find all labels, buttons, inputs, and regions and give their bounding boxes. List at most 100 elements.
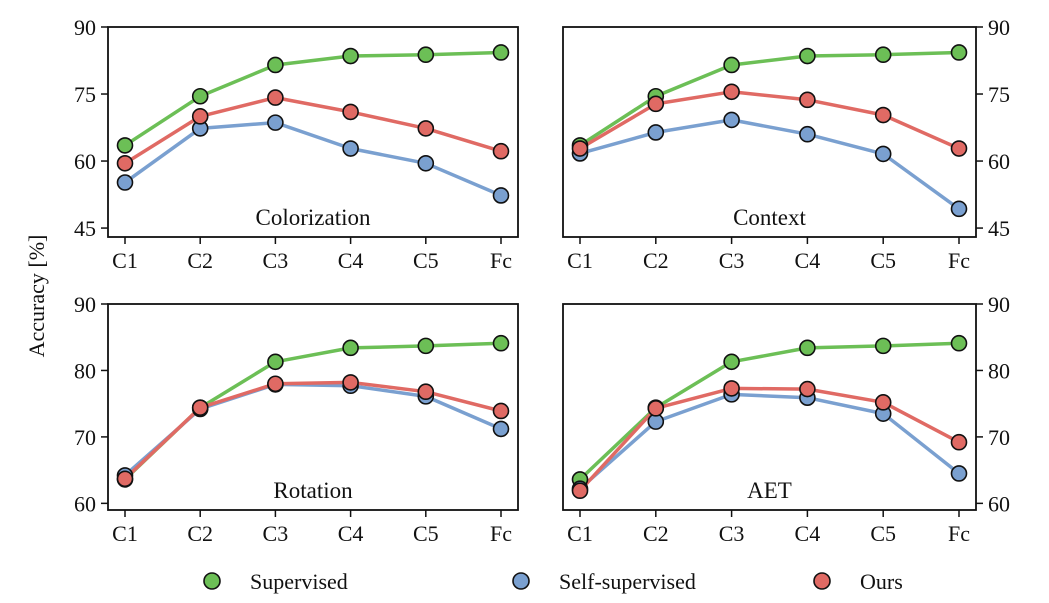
x-tick-label: C4: [338, 248, 364, 273]
point-supervised: [417, 46, 435, 64]
series-line-supervised: [123, 341, 502, 481]
point-supervised: [874, 46, 892, 64]
point-ours: [799, 91, 816, 109]
point-ours: [417, 383, 435, 401]
x-tick-label: C3: [719, 521, 745, 546]
point-ours: [723, 380, 740, 397]
x-tick-label: Fc: [948, 248, 970, 273]
panel-rotation: C1 C2 C3 C4 C5 Fc 60 70 80 90 Rotation: [74, 292, 519, 546]
y-tick-label: 45: [74, 216, 96, 241]
panel-title: AET: [747, 478, 792, 503]
series-line-ours: [578, 386, 960, 492]
point-ours: [799, 380, 816, 398]
y-tick-label: 75: [74, 82, 96, 107]
y-tick-label: 90: [74, 292, 96, 317]
plot-frame: [562, 303, 977, 511]
x-tick-label: C5: [870, 248, 896, 273]
point-ours: [267, 89, 284, 106]
panel-title: Context: [733, 205, 806, 230]
legend-marker: [813, 572, 831, 590]
x-tick-label: C4: [795, 248, 821, 273]
point-ours: [950, 140, 968, 157]
y-tick-label: 80: [988, 358, 1010, 383]
x-tick-label: Fc: [490, 248, 512, 273]
panel-title: Colorization: [256, 205, 371, 230]
y-tick-label: 60: [988, 149, 1010, 174]
x-tick-label: C4: [338, 521, 364, 546]
x-tick-label: C5: [870, 521, 896, 546]
series-line-ours: [579, 90, 960, 151]
y-tick-label: 90: [988, 15, 1010, 40]
point-self-supervised: [799, 125, 816, 143]
point-ours: [492, 402, 510, 420]
x-tick-label: C2: [187, 248, 213, 273]
plot-frame: [107, 303, 519, 511]
point-ours: [417, 120, 435, 137]
x-tick-label: C3: [263, 248, 289, 273]
point-ours: [874, 394, 892, 411]
x-tick-label: C2: [643, 521, 669, 546]
y-tick-label: 70: [74, 425, 96, 450]
point-supervised: [492, 334, 510, 352]
panel-title: Rotation: [273, 478, 353, 503]
series-line-ours: [124, 95, 502, 165]
point-supervised: [874, 337, 892, 355]
point-supervised: [950, 44, 968, 61]
point-ours: [647, 400, 665, 417]
x-tick-label: Fc: [948, 521, 970, 546]
y-tick-label: 45: [988, 216, 1010, 241]
panels: C1 C2 C3 C4 C5 Fc 45 60 75 90 Colorization C1 C2 C3 C4…: [74, 15, 1010, 546]
legend-item-self-supervised: Self-supervised: [512, 569, 696, 594]
point-supervised: [267, 56, 284, 74]
point-ours: [342, 374, 359, 391]
y-tick-label: 90: [74, 15, 96, 40]
x-tick-label: C1: [112, 521, 138, 546]
point-ours: [571, 140, 589, 157]
plot-frame: [562, 26, 977, 238]
point-self-supervised: [417, 154, 435, 172]
point-supervised: [417, 337, 435, 355]
x-tick-label: C1: [567, 248, 593, 273]
point-ours: [191, 108, 209, 125]
point-self-supervised: [874, 145, 892, 163]
series-line-supervised: [579, 50, 960, 147]
point-ours: [116, 154, 134, 172]
y-tick-label: 90: [988, 292, 1010, 317]
point-ours: [571, 482, 589, 500]
point-ours: [342, 103, 359, 121]
y-tick-label: 60: [74, 491, 96, 516]
point-supervised: [191, 87, 209, 105]
legend-label: Ours: [860, 569, 903, 594]
series-line-self-supervised: [579, 118, 961, 211]
point-ours: [647, 95, 665, 113]
plot-frame: [107, 26, 519, 238]
series-line-self-supervised: [123, 120, 502, 198]
point-supervised: [342, 339, 359, 357]
x-tick-label: C2: [187, 521, 213, 546]
point-self-supervised: [723, 111, 740, 129]
point-ours: [874, 106, 892, 124]
point-supervised: [950, 334, 968, 352]
point-ours: [191, 399, 209, 416]
y-tick-label: 80: [74, 358, 96, 383]
panel-context: C1 C2 C3 C4 C5 Fc 45 60 75 90 Context: [562, 15, 1010, 273]
x-tick-label: C3: [263, 521, 289, 546]
x-tick-label: C1: [112, 248, 138, 273]
x-tick-label: C3: [719, 248, 745, 273]
legend-item-ours: Ours: [813, 569, 903, 594]
legend: Supervised Self-supervised Ours: [203, 569, 903, 594]
point-self-supervised: [492, 187, 510, 204]
point-self-supervised: [950, 465, 968, 482]
point-supervised: [492, 44, 510, 61]
point-supervised: [799, 339, 816, 357]
y-tick-label: 60: [988, 491, 1010, 516]
series-line-ours: [123, 380, 502, 481]
x-tick-label: C1: [567, 521, 593, 546]
point-self-supervised: [647, 124, 665, 141]
point-self-supervised: [342, 140, 359, 157]
legend-label: Supervised: [250, 569, 348, 594]
y-tick-label: 60: [74, 149, 96, 174]
y-axis-label: Accuracy [%]: [24, 235, 49, 358]
point-ours: [116, 470, 134, 488]
